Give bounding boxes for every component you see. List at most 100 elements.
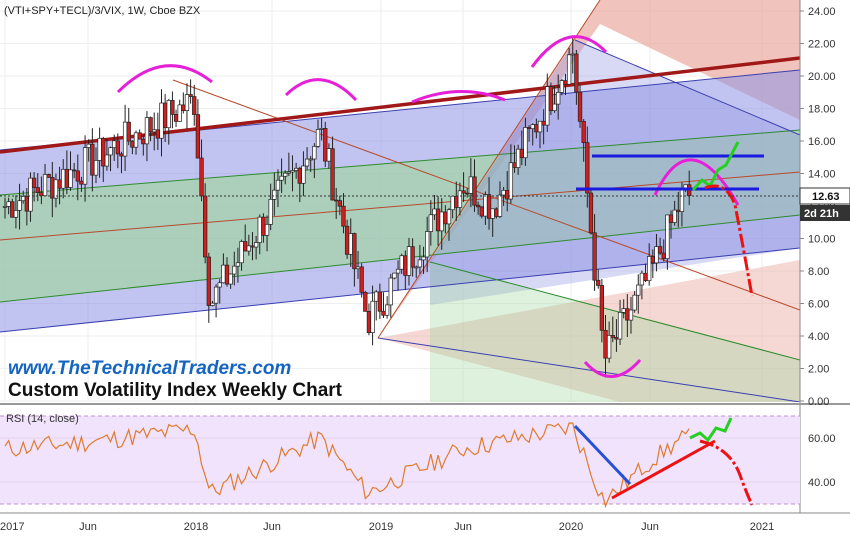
candle-body [370,300,375,333]
rsi-annotations [573,417,754,506]
x-tick-label: 2021 [750,521,774,533]
median-line [0,171,800,241]
candle-body [647,256,652,282]
lower-fork-line [377,337,800,402]
candle-body [68,169,73,188]
pitchfork-red-lower-zone [378,260,800,402]
candle-body [399,255,404,270]
candle-body [417,259,423,268]
candle-body [679,188,685,212]
candle-body [479,206,484,217]
candle-body [279,175,284,181]
candle-body [439,211,444,232]
candle-body [534,124,539,133]
candle-body [657,246,663,254]
candle-body [421,256,426,261]
candle-body [668,214,674,223]
candle-body [122,121,128,157]
x-tick-label: Jun [263,521,281,533]
candle-body [519,148,524,159]
candle-body [363,292,368,312]
website-label: www.TheTechnicalTraders.com [8,358,291,379]
magenta-arc-3 [411,90,506,104]
candle-body [530,124,535,130]
annotations [0,35,800,378]
candle-body [596,279,601,286]
price-axis: 0.002.004.006.008.0010.0012.0014.0016.00… [800,6,836,408]
candle-body [228,273,233,285]
candle-body [141,138,146,145]
x-tick-label: 2020 [559,521,583,533]
candle-body [42,174,48,197]
y-tick-label: 0.00 [808,396,829,408]
candle-body [315,129,321,147]
candle-body [494,208,499,217]
candle-body [465,192,470,195]
candle-body [621,308,626,313]
candle-body [577,91,583,122]
rsi-axis: 40.00 60.00 [808,433,836,489]
y-tick-label: 18.00 [808,104,836,116]
candle-body [261,216,266,236]
candle-body [403,255,408,276]
candle-body [133,132,139,148]
candle-body [475,204,481,208]
rsi-line [4,422,690,509]
candle-body [10,201,15,218]
candle-body [184,94,190,111]
candle-body [181,104,186,111]
candle-body [28,177,33,212]
candle-body [432,208,437,216]
green-channel-top-line [0,129,800,196]
candle-body [330,148,335,201]
candle-body [344,225,350,255]
candle-body [523,127,528,159]
chart-subtitle: Custom Volatility Index Weekly Chart [8,380,343,401]
candle-body [257,216,262,243]
candle-body [395,268,401,274]
candle-body [457,190,463,208]
candle-body [650,256,655,264]
candle-body [414,266,419,269]
candle-body [592,232,597,281]
candle-body [71,169,77,172]
candle-body [505,189,510,200]
candle-body [388,277,393,306]
blue-channel-bottom-line [0,247,800,333]
candle-body [606,335,612,359]
candle-body [177,104,182,122]
candle-body [312,146,317,160]
candle-body [170,100,175,115]
candle-body [217,282,222,288]
candle-body [250,245,255,248]
candle-body [264,223,270,236]
rsi-tick-label: 60.00 [808,433,836,445]
candle-body [614,337,619,340]
candle-body [24,196,29,212]
current-price-tag [799,187,850,205]
candle-body [486,194,492,219]
candle-body [559,80,564,93]
candle-body [516,148,521,168]
candle-body [610,335,615,338]
candle-body [173,114,179,122]
candle-body [326,148,332,162]
countdown-label: 2d 21h [804,208,839,220]
candle-body [537,120,543,133]
candle-body [639,272,645,286]
rsi-red-projection [699,439,754,506]
candle-body [2,206,8,208]
candles [2,35,692,378]
candle-body [46,174,51,178]
rsi-red-trendline [611,439,716,500]
candle-body [472,176,477,206]
candle-body [497,194,503,217]
candle-body [112,140,117,149]
candle-body [392,272,397,279]
candle-body [93,160,99,176]
candle-body [126,121,131,142]
y-tick-label: 6.00 [808,299,829,311]
candle-body [90,143,95,176]
candle-body [355,266,361,270]
